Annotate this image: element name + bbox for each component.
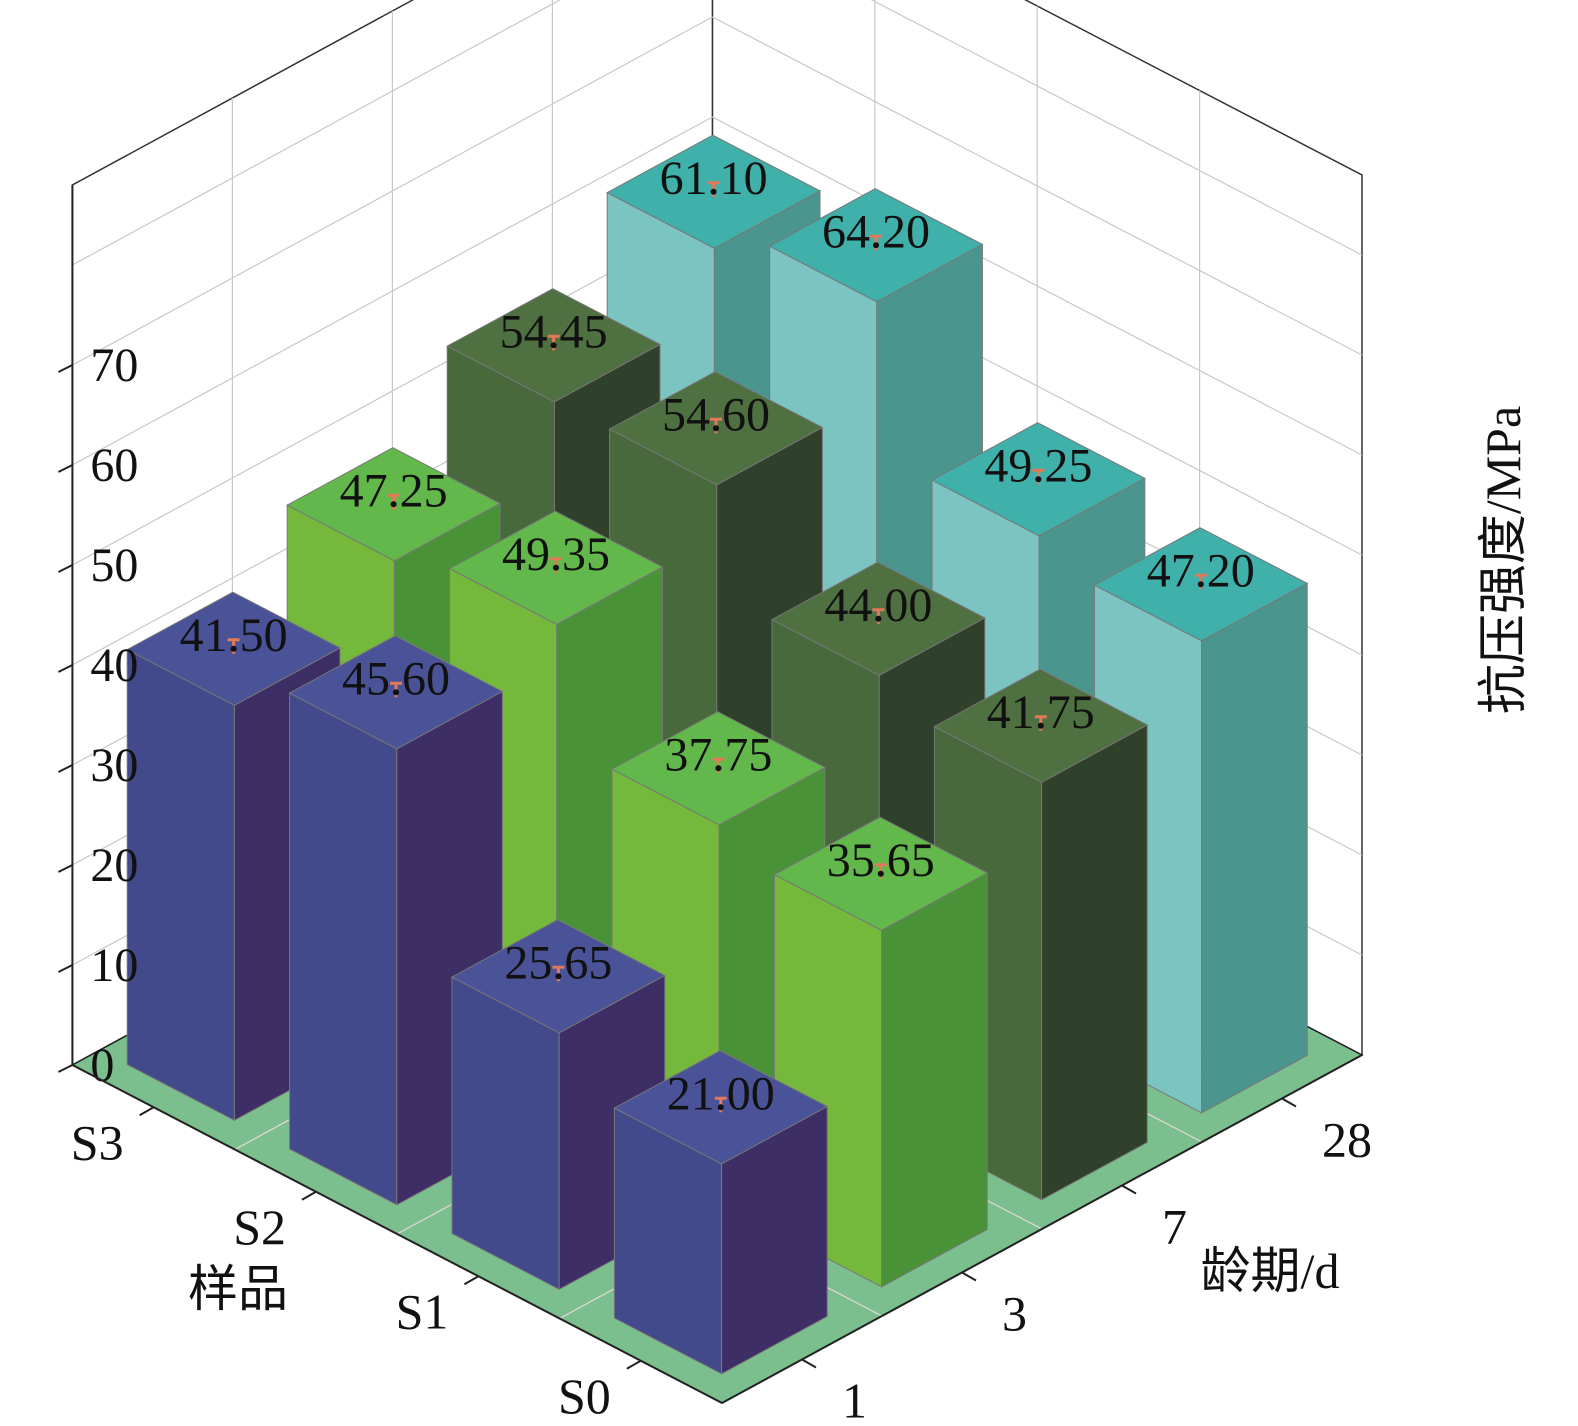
z-tick-label: 60 — [90, 439, 138, 492]
age-tick — [1281, 1097, 1297, 1108]
data-point — [715, 765, 722, 772]
z-tick-label: 30 — [90, 739, 138, 792]
bar-value-label: 47.25 — [340, 464, 448, 517]
z-tick-label: 0 — [90, 1039, 114, 1092]
z-tick — [57, 464, 73, 473]
data-point — [1037, 722, 1044, 729]
sample-tick-label: S2 — [233, 1199, 286, 1255]
data-point — [1035, 476, 1042, 483]
z-tick — [57, 364, 73, 373]
bar-value-label: 54.60 — [662, 388, 770, 441]
chart-bars: 61.10 54.45 64.20 47.25 54.60 49.25 41.50 49.35… — [126, 134, 1309, 1375]
age-axis-line — [721, 1054, 1363, 1404]
bar-value-label: 37.75 — [664, 728, 772, 781]
z-axis-title: 抗压强度/MPa — [1475, 406, 1531, 714]
data-point — [390, 501, 397, 508]
bar-value-label: 25.65 — [504, 936, 612, 989]
bar-value-label: 54.45 — [500, 305, 608, 358]
z-tick — [57, 664, 73, 673]
wall-gridline — [72, 16, 1363, 366]
bar-face-side — [1201, 582, 1308, 1114]
bar-value-label: 21.00 — [667, 1067, 775, 1120]
bar-value-label: 64.20 — [822, 205, 930, 258]
data-point — [1197, 581, 1204, 588]
z-tick — [57, 964, 73, 973]
z-tick — [57, 1064, 73, 1073]
sample-tick — [139, 1106, 155, 1117]
bar-S1-1: 25.65 — [450, 919, 666, 1291]
data-point — [550, 342, 557, 349]
z-tick — [57, 864, 73, 873]
age-tick-label: 1 — [842, 1373, 867, 1426]
data-point — [877, 870, 884, 877]
z-tick-label: 10 — [90, 939, 138, 992]
bar-face-front — [289, 692, 398, 1206]
data-point — [713, 425, 719, 432]
age-tick — [1121, 1184, 1137, 1195]
bar-S0-1: 21.00 — [613, 1050, 829, 1375]
data-point — [230, 645, 237, 652]
z-tick-label: 50 — [90, 539, 138, 592]
data-point — [717, 1104, 724, 1111]
bar-value-label: 49.35 — [502, 528, 610, 581]
sample-tick — [626, 1359, 642, 1370]
bar-value-label: 47.20 — [1147, 544, 1255, 597]
bar-face-front — [126, 648, 235, 1122]
bar-value-label: 61.10 — [660, 152, 768, 205]
bar-value-label: 49.25 — [984, 439, 1092, 492]
sample-axis-title: 样品 — [188, 1261, 288, 1317]
sample-tick — [301, 1190, 317, 1201]
age-tick — [801, 1358, 817, 1369]
age-tick-label: 28 — [1322, 1112, 1372, 1168]
sample-tick-label: S1 — [396, 1283, 449, 1339]
z-tick-label: 20 — [90, 839, 138, 892]
z-tick — [57, 564, 73, 573]
data-point — [873, 242, 879, 249]
wall-gridline — [72, 116, 1363, 466]
sample-tick-label: S3 — [71, 1114, 124, 1170]
sample-axis-line — [71, 1064, 723, 1404]
age-tick-label: 3 — [1002, 1286, 1027, 1342]
data-point — [555, 973, 562, 980]
chart-axes: 0 10 20 30 40 50 60 70 S0 S1 S2 S3 1 3 7 28 — [57, 185, 1372, 1426]
data-point — [393, 689, 399, 696]
age-tick-label: 7 — [1162, 1199, 1187, 1255]
sample-tick-label: S0 — [558, 1368, 611, 1424]
bar-value-label: 44.00 — [824, 579, 932, 632]
bar-value-label: 41.50 — [180, 609, 288, 662]
z-tick-label: 40 — [90, 639, 138, 692]
z-tick — [57, 764, 73, 773]
z-tick-label: 70 — [90, 339, 138, 392]
age-tick — [961, 1271, 977, 1282]
data-point — [875, 615, 882, 622]
data-point — [553, 564, 559, 571]
age-axis-title: 龄期/d — [1201, 1243, 1340, 1299]
bar-face-side — [881, 872, 988, 1288]
wall-gridline — [72, 0, 1363, 266]
bar-value-label: 45.60 — [342, 652, 450, 705]
bar-value-label: 41.75 — [987, 686, 1095, 739]
data-point — [710, 188, 717, 195]
sample-tick — [463, 1275, 479, 1286]
bar-value-label: 35.65 — [827, 834, 935, 887]
bar-face-side — [1041, 724, 1148, 1201]
